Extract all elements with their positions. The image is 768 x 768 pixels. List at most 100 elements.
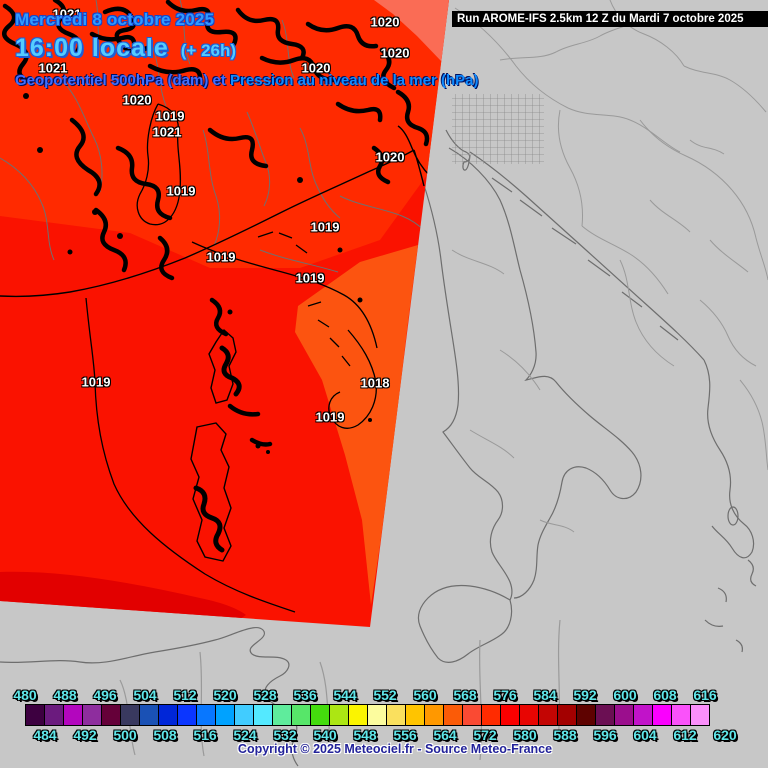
scale-value-label: 516 [193, 727, 217, 743]
domain-dome-dark [0, 571, 246, 619]
italy-coastline [423, 184, 513, 601]
scale-value-label: 480 [13, 687, 37, 703]
scale-color-box [139, 704, 159, 726]
scale-value-label: 500 [113, 727, 137, 743]
scale-color-box [633, 704, 653, 726]
pressure-label: 1020 [370, 14, 400, 30]
albania-greece-coastline [703, 359, 755, 559]
scale-value-label: 528 [253, 687, 277, 703]
scale-value-label: 540 [313, 727, 337, 743]
pressure-label: 1019 [295, 270, 325, 286]
scale-color-box [63, 704, 83, 726]
scale-color-box [538, 704, 558, 726]
pressure-label: 1021 [38, 60, 68, 76]
scale-value-label: 488 [53, 687, 77, 703]
isobar-lines [85, 103, 378, 613]
scale-value-label: 504 [133, 687, 157, 703]
scale-color-box [519, 704, 539, 726]
scale-color-box [158, 704, 178, 726]
french-riviera-coastline [0, 149, 415, 298]
terrain-contour-squiggles [1, 0, 430, 553]
scale-color-box [500, 704, 520, 726]
scale-color-box [424, 704, 444, 726]
scale-color-box [310, 704, 330, 726]
pressure-label: 1019 [166, 183, 196, 199]
scale-color-box [576, 704, 596, 726]
corfu-island [727, 506, 739, 526]
pressure-label: 1020 [122, 92, 152, 108]
copyright: Copyright © 2025 Meteociel.fr - Source M… [237, 742, 553, 756]
scale-color-box [177, 704, 197, 726]
scale-value-label: 484 [33, 727, 57, 743]
scale-value-label: 616 [693, 687, 717, 703]
greek-islands [704, 559, 757, 653]
italy-adriatic-coastline [448, 147, 642, 599]
pressure-label: 1019 [155, 108, 185, 124]
po-valley-parcel-mesh [452, 94, 544, 164]
scale-color-box [101, 704, 121, 726]
scale-value-label: 496 [93, 687, 117, 703]
scale-boxes [25, 704, 710, 726]
scale-color-box [329, 704, 349, 726]
domain-art-layer [0, 0, 431, 613]
sicily-coastline [417, 584, 513, 663]
contour-spots [23, 93, 372, 454]
scale-color-box [595, 704, 615, 726]
scale-value-label: 524 [233, 727, 257, 743]
scale-value-label: 552 [373, 687, 397, 703]
scale-value-label: 604 [633, 727, 657, 743]
liguria-tuscany-coastline [397, 125, 431, 187]
scale-value-label: 560 [413, 687, 437, 703]
pressure-label: 1020 [375, 149, 405, 165]
scale-value-label: 580 [513, 727, 537, 743]
scale-color-box [196, 704, 216, 726]
scale-color-box [291, 704, 311, 726]
scale-value-label: 612 [673, 727, 697, 743]
croatia-coastline [469, 151, 705, 361]
balkan-borders [451, 0, 768, 533]
scale-color-box [671, 704, 691, 726]
scale-value-label: 576 [493, 687, 517, 703]
scale-color-box [405, 704, 425, 726]
scale-value-label: 544 [333, 687, 357, 703]
corsica-coastline [208, 328, 237, 404]
sardinia-coastline [190, 422, 232, 562]
scale-value-label: 492 [73, 727, 97, 743]
scale-value-label: 584 [533, 687, 557, 703]
scale-color-box [481, 704, 501, 726]
scale-color-box [215, 704, 235, 726]
scale-color-box [690, 704, 710, 726]
scale-color-box [462, 704, 482, 726]
domain-band-orange [295, 245, 418, 605]
pressure-label: 1018 [360, 375, 390, 391]
domain-admin-borders [0, 0, 427, 273]
scale-color-box [348, 704, 368, 726]
scale-value-label: 564 [433, 727, 457, 743]
scale-value-label: 548 [353, 727, 377, 743]
scale-value-label: 572 [473, 727, 497, 743]
scale-value-label: 508 [153, 727, 177, 743]
scale-value-label: 596 [593, 727, 617, 743]
scale-value-label: 512 [173, 687, 197, 703]
scale-value-label: 532 [273, 727, 297, 743]
scale-value-label: 588 [553, 727, 577, 743]
scale-color-box [272, 704, 292, 726]
run-info-bar: Run AROME-IFS 2.5km 12 Z du Mardi 7 octo… [452, 11, 768, 27]
model-domain [0, 0, 449, 627]
scale-value-label: 568 [453, 687, 477, 703]
scale-color-box [652, 704, 672, 726]
pressure-label: 1020 [380, 45, 410, 61]
scale-color-box [443, 704, 463, 726]
scale-color-box [44, 704, 64, 726]
pressure-label: 1021 [52, 6, 82, 22]
pressure-label: 1019 [310, 219, 340, 235]
pressure-label: 1020 [301, 60, 331, 76]
pressure-label: 1021 [152, 124, 182, 140]
scale-color-box [253, 704, 273, 726]
domain-band-bright [0, 0, 449, 268]
scale-value-label: 536 [293, 687, 317, 703]
scale-value-label: 600 [613, 687, 637, 703]
domain-corner-salmon [374, 0, 449, 62]
